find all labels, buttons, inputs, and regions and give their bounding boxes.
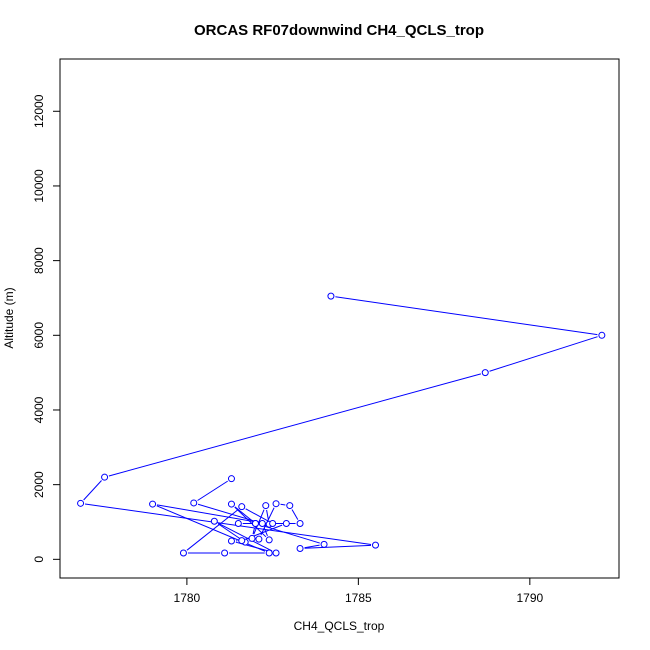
data-point <box>101 473 109 481</box>
y-axis-label: Altitude (m) <box>2 287 16 348</box>
series-lines <box>83 296 598 554</box>
data-point <box>327 292 335 300</box>
chart-title: ORCAS RF07downwind CH4_QCLS_trop <box>194 22 484 39</box>
x-axis: 1780 1785 1790 <box>174 577 544 605</box>
data-point <box>481 369 489 377</box>
series-segment <box>266 509 269 520</box>
series-segment <box>291 509 299 520</box>
data-point <box>248 534 256 542</box>
data-point <box>210 517 218 525</box>
data-point <box>296 519 304 527</box>
data-point <box>265 549 273 557</box>
x-tick-label: 1785 <box>345 591 372 605</box>
data-point <box>296 545 304 553</box>
series-segment <box>218 522 273 552</box>
series-segment <box>234 506 267 538</box>
series-segment <box>304 544 372 549</box>
y-tick-label: 10000 <box>32 169 46 203</box>
data-point <box>262 502 270 510</box>
series-segment <box>197 480 228 501</box>
x-tick-label: 1780 <box>174 591 201 605</box>
data-point <box>598 331 606 339</box>
series-segment <box>156 504 265 524</box>
series-segment <box>252 527 255 535</box>
series-segment <box>259 524 320 544</box>
series-segment <box>304 544 320 549</box>
y-axis: 0 2000 4000 6000 8000 10000 12000 <box>32 94 61 563</box>
series-segment <box>108 373 482 477</box>
data-point <box>227 537 235 545</box>
series-segment <box>84 503 372 546</box>
series-segment <box>335 296 598 336</box>
series-segment <box>489 336 598 372</box>
y-tick-label: 2000 <box>32 471 46 498</box>
data-point <box>227 500 235 508</box>
y-tick-label: 6000 <box>32 322 46 349</box>
data-point <box>272 549 280 557</box>
series-segment <box>280 503 286 506</box>
y-tick-label: 0 <box>32 556 46 563</box>
y-tick-label: 4000 <box>32 396 46 423</box>
data-point <box>221 549 229 557</box>
data-point <box>272 500 280 508</box>
data-point <box>286 502 294 510</box>
x-tick-label: 1790 <box>516 591 543 605</box>
series-segment <box>245 508 269 522</box>
y-tick-label: 8000 <box>32 247 46 274</box>
data-point <box>255 535 263 543</box>
series-segment <box>263 527 268 536</box>
data-point <box>238 537 246 545</box>
data-point <box>190 499 198 507</box>
data-point <box>234 519 242 527</box>
data-point <box>265 536 273 544</box>
data-point <box>320 540 328 548</box>
data-point <box>149 500 157 508</box>
data-point <box>269 519 277 527</box>
data-point <box>282 519 290 527</box>
data-point <box>372 541 380 549</box>
data-point <box>227 475 235 483</box>
data-point <box>238 503 246 511</box>
data-point <box>251 519 259 527</box>
series-segment <box>234 506 253 522</box>
data-point <box>77 499 85 507</box>
series-segment <box>186 509 239 551</box>
y-tick-label: 12000 <box>32 94 46 128</box>
x-axis-label: CH4_QCLS_trop <box>294 619 385 633</box>
series-points <box>77 292 606 557</box>
series-segment <box>217 523 242 541</box>
data-point <box>179 549 187 557</box>
series-segment <box>83 480 102 501</box>
series-segment <box>197 503 259 523</box>
data-point <box>258 519 266 527</box>
